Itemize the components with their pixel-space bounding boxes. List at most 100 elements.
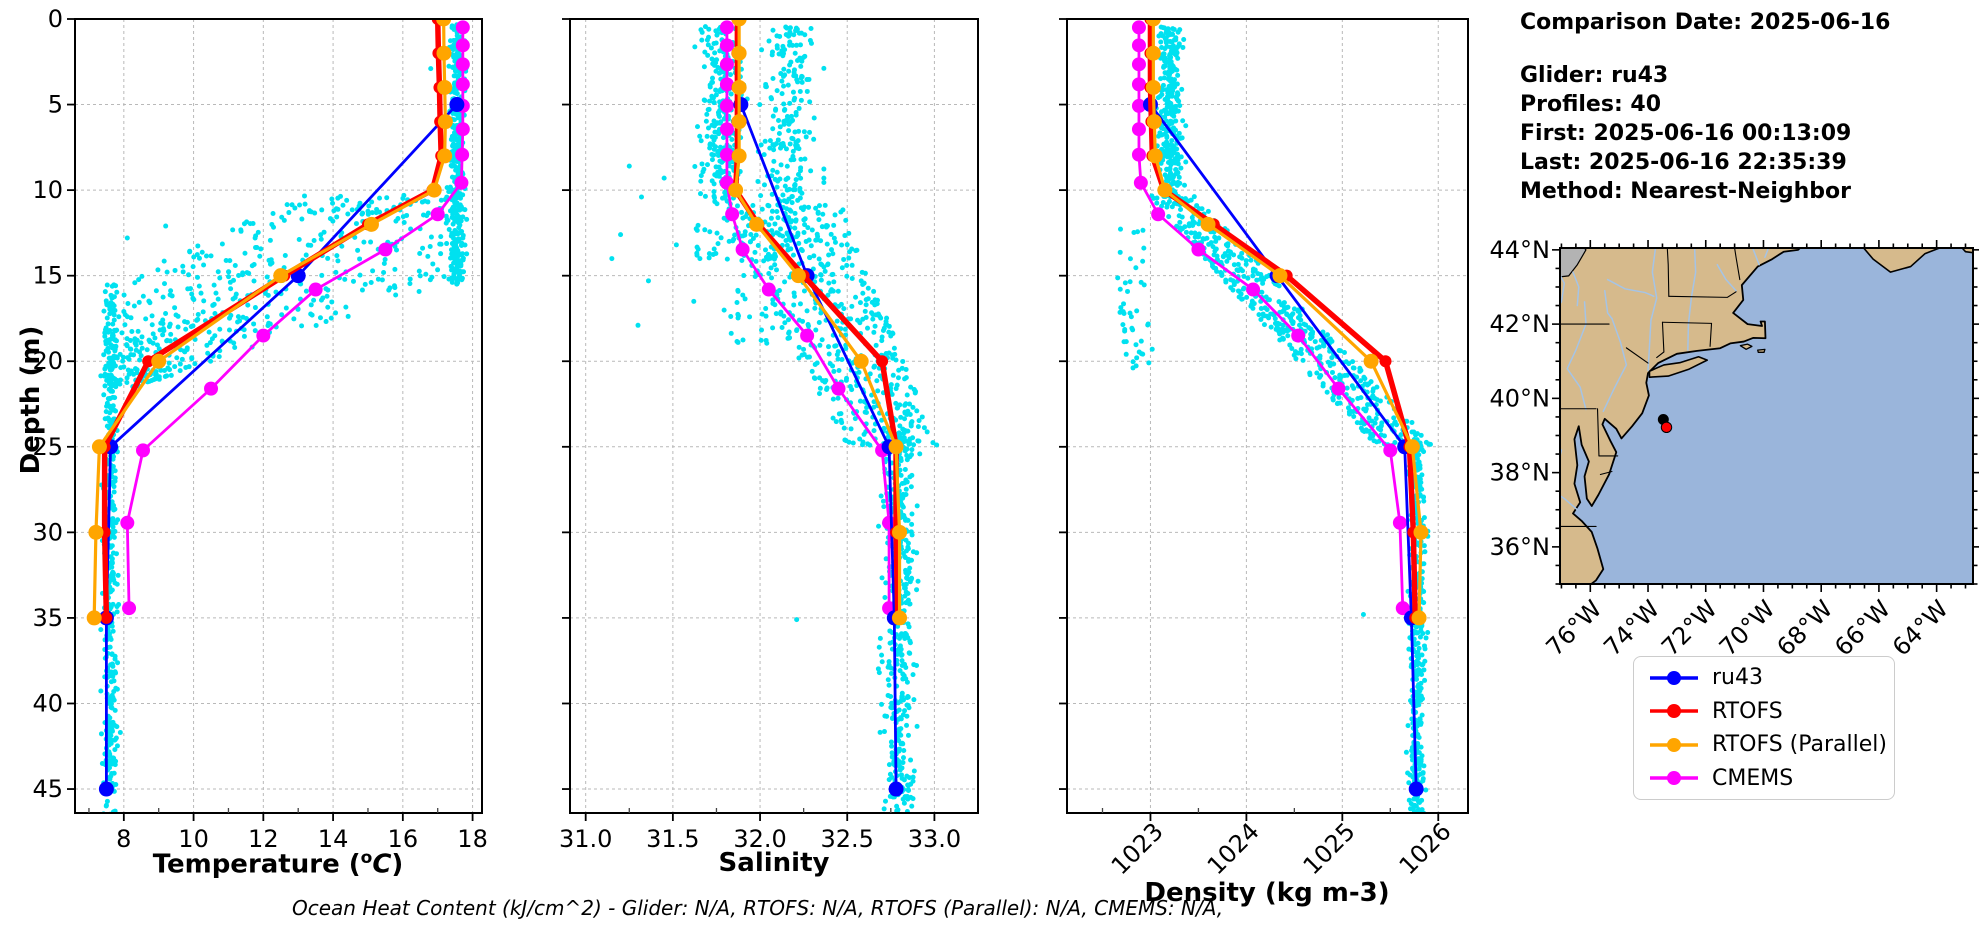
river	[1647, 248, 1658, 372]
river	[1764, 248, 1769, 259]
legend-item-ru43: ru43	[1648, 665, 1894, 690]
legend-label: CMEMS	[1712, 765, 1794, 791]
x-tick-label: 1025	[1298, 817, 1361, 880]
state-border	[1596, 408, 1600, 457]
glider-text: Glider: ru43	[1520, 63, 1669, 88]
legend-item-rtofs: RTOFS	[1648, 699, 1894, 724]
state-border	[1666, 248, 1670, 297]
x-tick-label: 8	[116, 825, 131, 853]
depth-tick-label: 15	[32, 262, 63, 290]
map-ticks	[1552, 240, 1979, 592]
nova-scotia-corner	[1961, 248, 1973, 254]
river	[1603, 289, 1613, 320]
axis-ticks	[1059, 18, 1440, 821]
x-tick-label: 1026	[1394, 817, 1457, 880]
longitude-label: 76°W	[1541, 595, 1608, 662]
long-island	[1648, 355, 1708, 379]
state-border	[1661, 321, 1713, 324]
longitude-label: 66°W	[1829, 595, 1896, 662]
salinity-axis-title: Salinity	[718, 848, 830, 878]
axis-ticks	[562, 18, 936, 821]
legend-label: RTOFS (Parallel)	[1712, 732, 1887, 758]
series-cmems	[719, 20, 897, 616]
x-tick-label: 14	[318, 825, 349, 853]
legend-label: RTOFS	[1712, 698, 1783, 724]
method-text: Method: Nearest-Neighbor	[1520, 179, 1851, 204]
comparison-date-text: Comparison Date: 2025-06-16	[1520, 10, 1891, 35]
first-text: First: 2025-06-16 00:13:09	[1520, 121, 1852, 146]
state-border	[1656, 321, 1665, 359]
info-panel: Comparison Date: 2025-06-16 Glider: ru43…	[1520, 10, 1890, 206]
river	[1560, 273, 1566, 305]
river	[1572, 271, 1580, 307]
depth-tick-label: 25	[32, 433, 63, 461]
temperature-axis-title: Temperature (oC)	[153, 848, 404, 880]
series-rtofs-parallel-	[1145, 19, 1429, 626]
x-tick-label: 18	[457, 825, 488, 853]
river	[1560, 494, 1579, 511]
depth-tick-label: 10	[32, 176, 63, 204]
state-border	[1734, 248, 1741, 281]
glider-scatter	[98, 22, 470, 813]
x-tick-label: 1023	[1106, 817, 1169, 880]
state-border	[1599, 470, 1613, 476]
depth-tick-label: 45	[32, 775, 63, 803]
legend-label: ru43	[1712, 665, 1763, 691]
temperature-panel: 8 10 12 14 16 18 0 5 10 15 20 25 30 35 40 45	[32, 5, 487, 853]
river	[1687, 248, 1697, 351]
legend-line-sample	[1650, 771, 1698, 786]
x-tick-label: 16	[388, 825, 419, 853]
longitude-label: 64°W	[1887, 595, 1954, 662]
tick-labels: 1023 1024 1025 1026	[1106, 817, 1457, 880]
state-border	[1668, 291, 1737, 298]
series-cmems	[1131, 20, 1410, 616]
river	[1566, 301, 1587, 411]
glider-scatter	[1115, 24, 1433, 813]
x-tick-label: 32.0	[733, 825, 786, 853]
legend-item-rtofs-parallel-: RTOFS (Parallel)	[1648, 732, 1894, 757]
tick-labels: 31.0 31.5 32.0 32.5 33.0	[559, 825, 961, 853]
latitude-label: 40°N	[1490, 384, 1551, 412]
salinity-panel: 31.0 31.5 32.0 32.5 33.0	[559, 18, 979, 853]
longitude-label: 72°W	[1656, 595, 1723, 662]
depth-tick-label: 20	[32, 347, 63, 375]
legend: ru43 RTOFS RTOFS (Parallel) CMEMS	[1633, 656, 1895, 800]
depth-tick-label: 35	[32, 604, 63, 632]
temperature-axis-title-unit: C	[372, 849, 392, 880]
longitude-label: 74°W	[1598, 595, 1665, 662]
glider-metadata: Glider: ru43 Profiles: 40 First: 2025-06-1…	[1520, 61, 1890, 206]
river	[1716, 263, 1737, 292]
longitude-label: 70°W	[1714, 595, 1781, 662]
x-tick-label: 31.0	[559, 825, 612, 853]
legend-item-cmems: CMEMS	[1648, 766, 1894, 791]
gridlines	[75, 18, 482, 813]
longitude-label: 68°W	[1771, 595, 1838, 662]
latitude-label: 36°N	[1490, 533, 1551, 561]
latitude-label: 44°N	[1490, 236, 1551, 264]
temperature-axis-title-text: Temperature (	[152, 849, 361, 880]
x-tick-label: 33.0	[908, 825, 961, 853]
state-border	[1625, 347, 1649, 364]
river	[1602, 317, 1628, 413]
river	[1560, 447, 1563, 459]
temperature-axis-title-sup: o	[360, 848, 373, 868]
x-tick-label: 10	[178, 825, 209, 853]
legend-line-sample	[1650, 704, 1698, 719]
profiles-text: Profiles: 40	[1520, 92, 1662, 117]
x-tick-label: 31.5	[646, 825, 699, 853]
depth-tick-label: 0	[48, 5, 63, 33]
mainland	[1560, 248, 1802, 584]
density-panel: 1023 1024 1025 1026	[1059, 18, 1469, 880]
depth-axis-title: Depth (m)	[16, 325, 46, 475]
ocean-heat-caption: Ocean Heat Content (kJ/cm^2) - Glider: N…	[292, 896, 1224, 920]
depth-tick-label: 30	[32, 518, 63, 546]
series-rtofs-parallel-	[728, 19, 908, 626]
nova-scotia	[1862, 248, 1941, 273]
temperature-axis-title-close: )	[391, 849, 404, 880]
latitude-label: 42°N	[1490, 310, 1551, 338]
x-tick-label: 32.5	[821, 825, 874, 853]
lake-ontario	[1560, 248, 1587, 278]
legend-line-sample	[1650, 670, 1698, 685]
